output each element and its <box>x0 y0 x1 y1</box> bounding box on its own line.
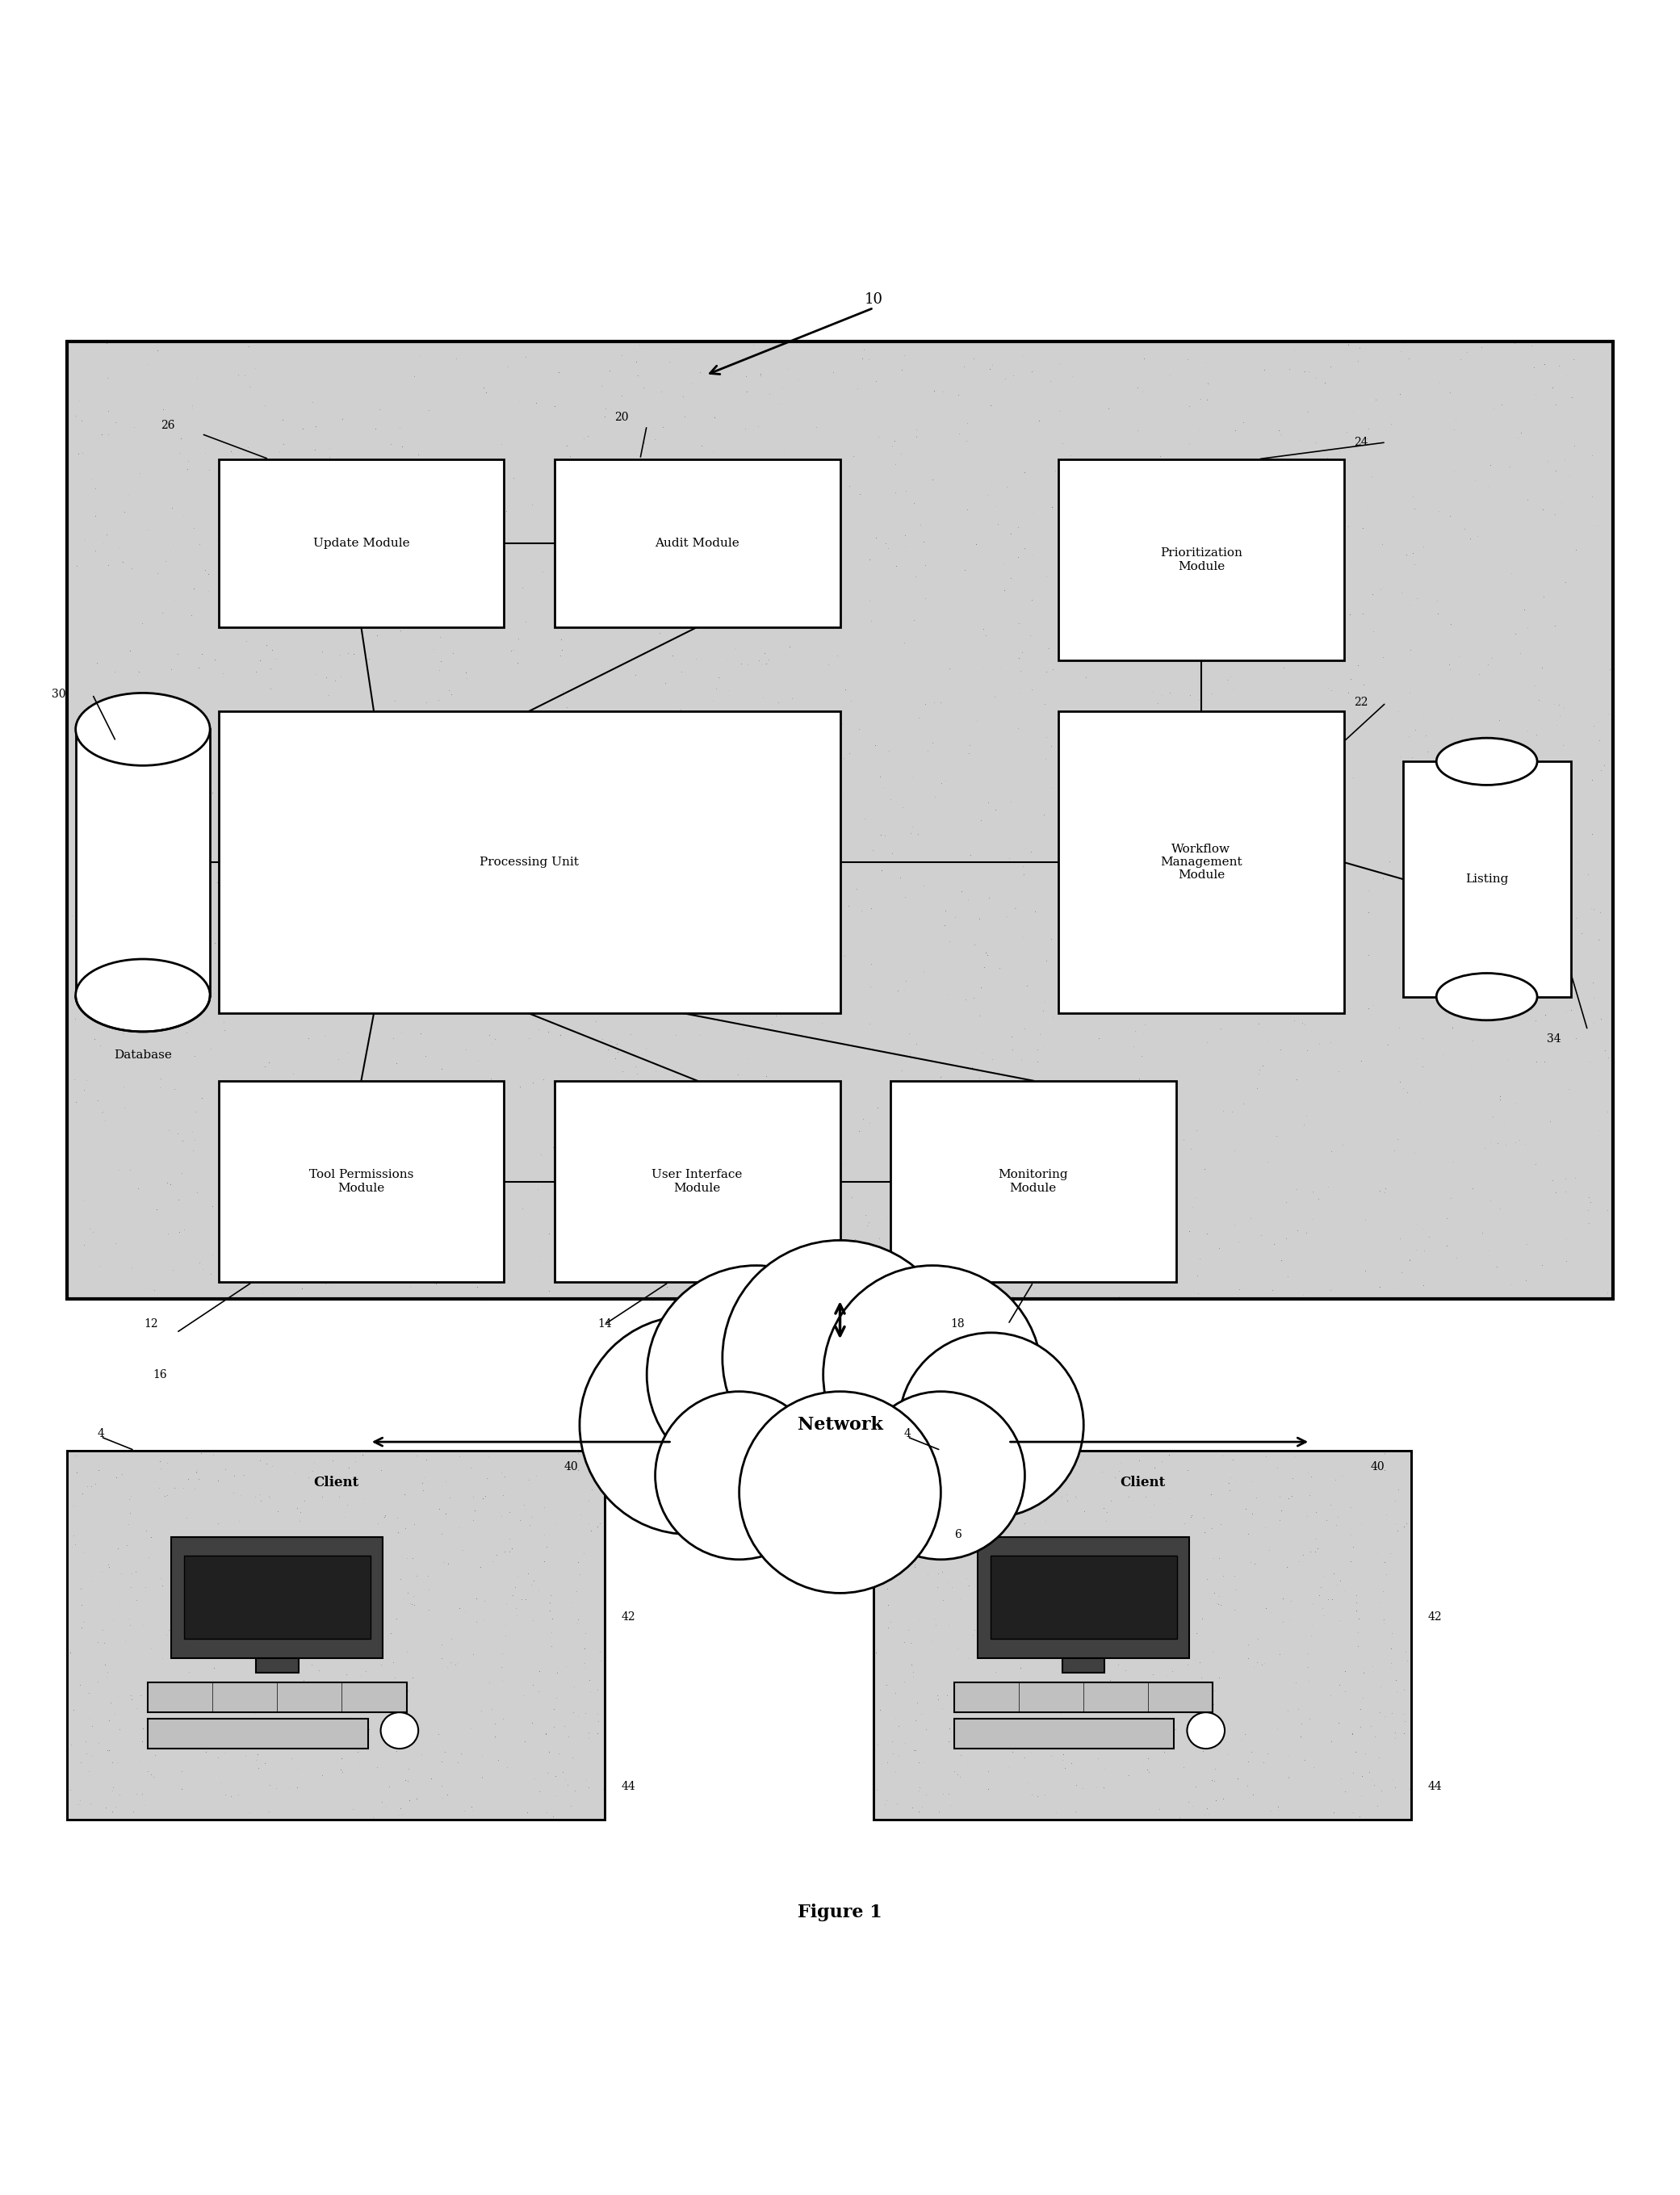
Text: 44: 44 <box>622 1780 637 1791</box>
FancyBboxPatch shape <box>1058 459 1344 661</box>
Text: Client: Client <box>312 1475 360 1488</box>
Circle shape <box>722 1240 958 1475</box>
Circle shape <box>857 1392 1025 1558</box>
Text: Client: Client <box>1119 1475 1166 1488</box>
FancyBboxPatch shape <box>954 1681 1213 1712</box>
Text: 42: 42 <box>1428 1611 1441 1622</box>
Text: 30: 30 <box>52 689 66 700</box>
FancyBboxPatch shape <box>1058 711 1344 1014</box>
FancyBboxPatch shape <box>890 1080 1176 1282</box>
Text: Monitoring
Module: Monitoring Module <box>998 1170 1068 1194</box>
FancyBboxPatch shape <box>554 459 840 628</box>
Circle shape <box>647 1267 865 1484</box>
Text: 22: 22 <box>1354 698 1368 709</box>
Ellipse shape <box>76 959 210 1032</box>
Text: User Interface
Module: User Interface Module <box>652 1170 743 1194</box>
Ellipse shape <box>381 1712 418 1749</box>
Text: 26: 26 <box>161 419 175 430</box>
Text: 40: 40 <box>564 1462 578 1473</box>
FancyBboxPatch shape <box>1403 762 1571 997</box>
Text: 10: 10 <box>864 292 884 307</box>
Text: 6: 6 <box>954 1528 961 1541</box>
Text: Audit Module: Audit Module <box>655 538 739 549</box>
Text: 16: 16 <box>153 1370 166 1381</box>
Ellipse shape <box>1436 738 1537 786</box>
FancyBboxPatch shape <box>67 342 1613 1299</box>
Text: 34: 34 <box>1547 1034 1561 1045</box>
Text: 44: 44 <box>1428 1780 1443 1791</box>
FancyBboxPatch shape <box>76 729 210 994</box>
Text: 4: 4 <box>904 1427 911 1440</box>
FancyBboxPatch shape <box>991 1556 1176 1640</box>
Ellipse shape <box>76 694 210 766</box>
FancyBboxPatch shape <box>978 1536 1189 1657</box>
Text: 40: 40 <box>1371 1462 1384 1473</box>
Text: Tool Permissions
Module: Tool Permissions Module <box>309 1170 413 1194</box>
FancyBboxPatch shape <box>185 1556 370 1640</box>
Text: 4: 4 <box>97 1427 104 1440</box>
FancyBboxPatch shape <box>255 1657 299 1673</box>
Text: 12: 12 <box>144 1319 158 1330</box>
FancyBboxPatch shape <box>218 1080 504 1282</box>
FancyBboxPatch shape <box>1062 1657 1105 1673</box>
FancyBboxPatch shape <box>218 459 504 628</box>
Circle shape <box>739 1392 941 1594</box>
FancyBboxPatch shape <box>554 1080 840 1282</box>
Text: 14: 14 <box>598 1319 612 1330</box>
Text: Network: Network <box>798 1416 882 1433</box>
FancyBboxPatch shape <box>148 1681 407 1712</box>
Text: Listing: Listing <box>1465 874 1509 885</box>
FancyBboxPatch shape <box>148 1719 368 1749</box>
Text: 24: 24 <box>1354 437 1368 448</box>
Circle shape <box>655 1392 823 1558</box>
Text: 18: 18 <box>951 1319 964 1330</box>
FancyBboxPatch shape <box>171 1536 383 1657</box>
Text: Figure 1: Figure 1 <box>798 1903 882 1921</box>
Ellipse shape <box>1188 1712 1225 1749</box>
Text: Processing Unit: Processing Unit <box>479 856 580 867</box>
FancyBboxPatch shape <box>874 1451 1411 1820</box>
Text: 42: 42 <box>622 1611 635 1622</box>
Circle shape <box>580 1315 798 1534</box>
Text: 20: 20 <box>615 410 628 424</box>
FancyBboxPatch shape <box>218 711 840 1014</box>
FancyBboxPatch shape <box>954 1719 1174 1749</box>
Circle shape <box>823 1267 1042 1484</box>
Text: Workflow
Management
Module: Workflow Management Module <box>1161 843 1242 880</box>
Ellipse shape <box>1436 972 1537 1021</box>
Text: Update Module: Update Module <box>312 538 410 549</box>
Circle shape <box>899 1332 1084 1517</box>
FancyBboxPatch shape <box>67 1451 605 1820</box>
Text: Prioritization
Module: Prioritization Module <box>1161 549 1242 573</box>
Text: Database: Database <box>114 1049 171 1060</box>
